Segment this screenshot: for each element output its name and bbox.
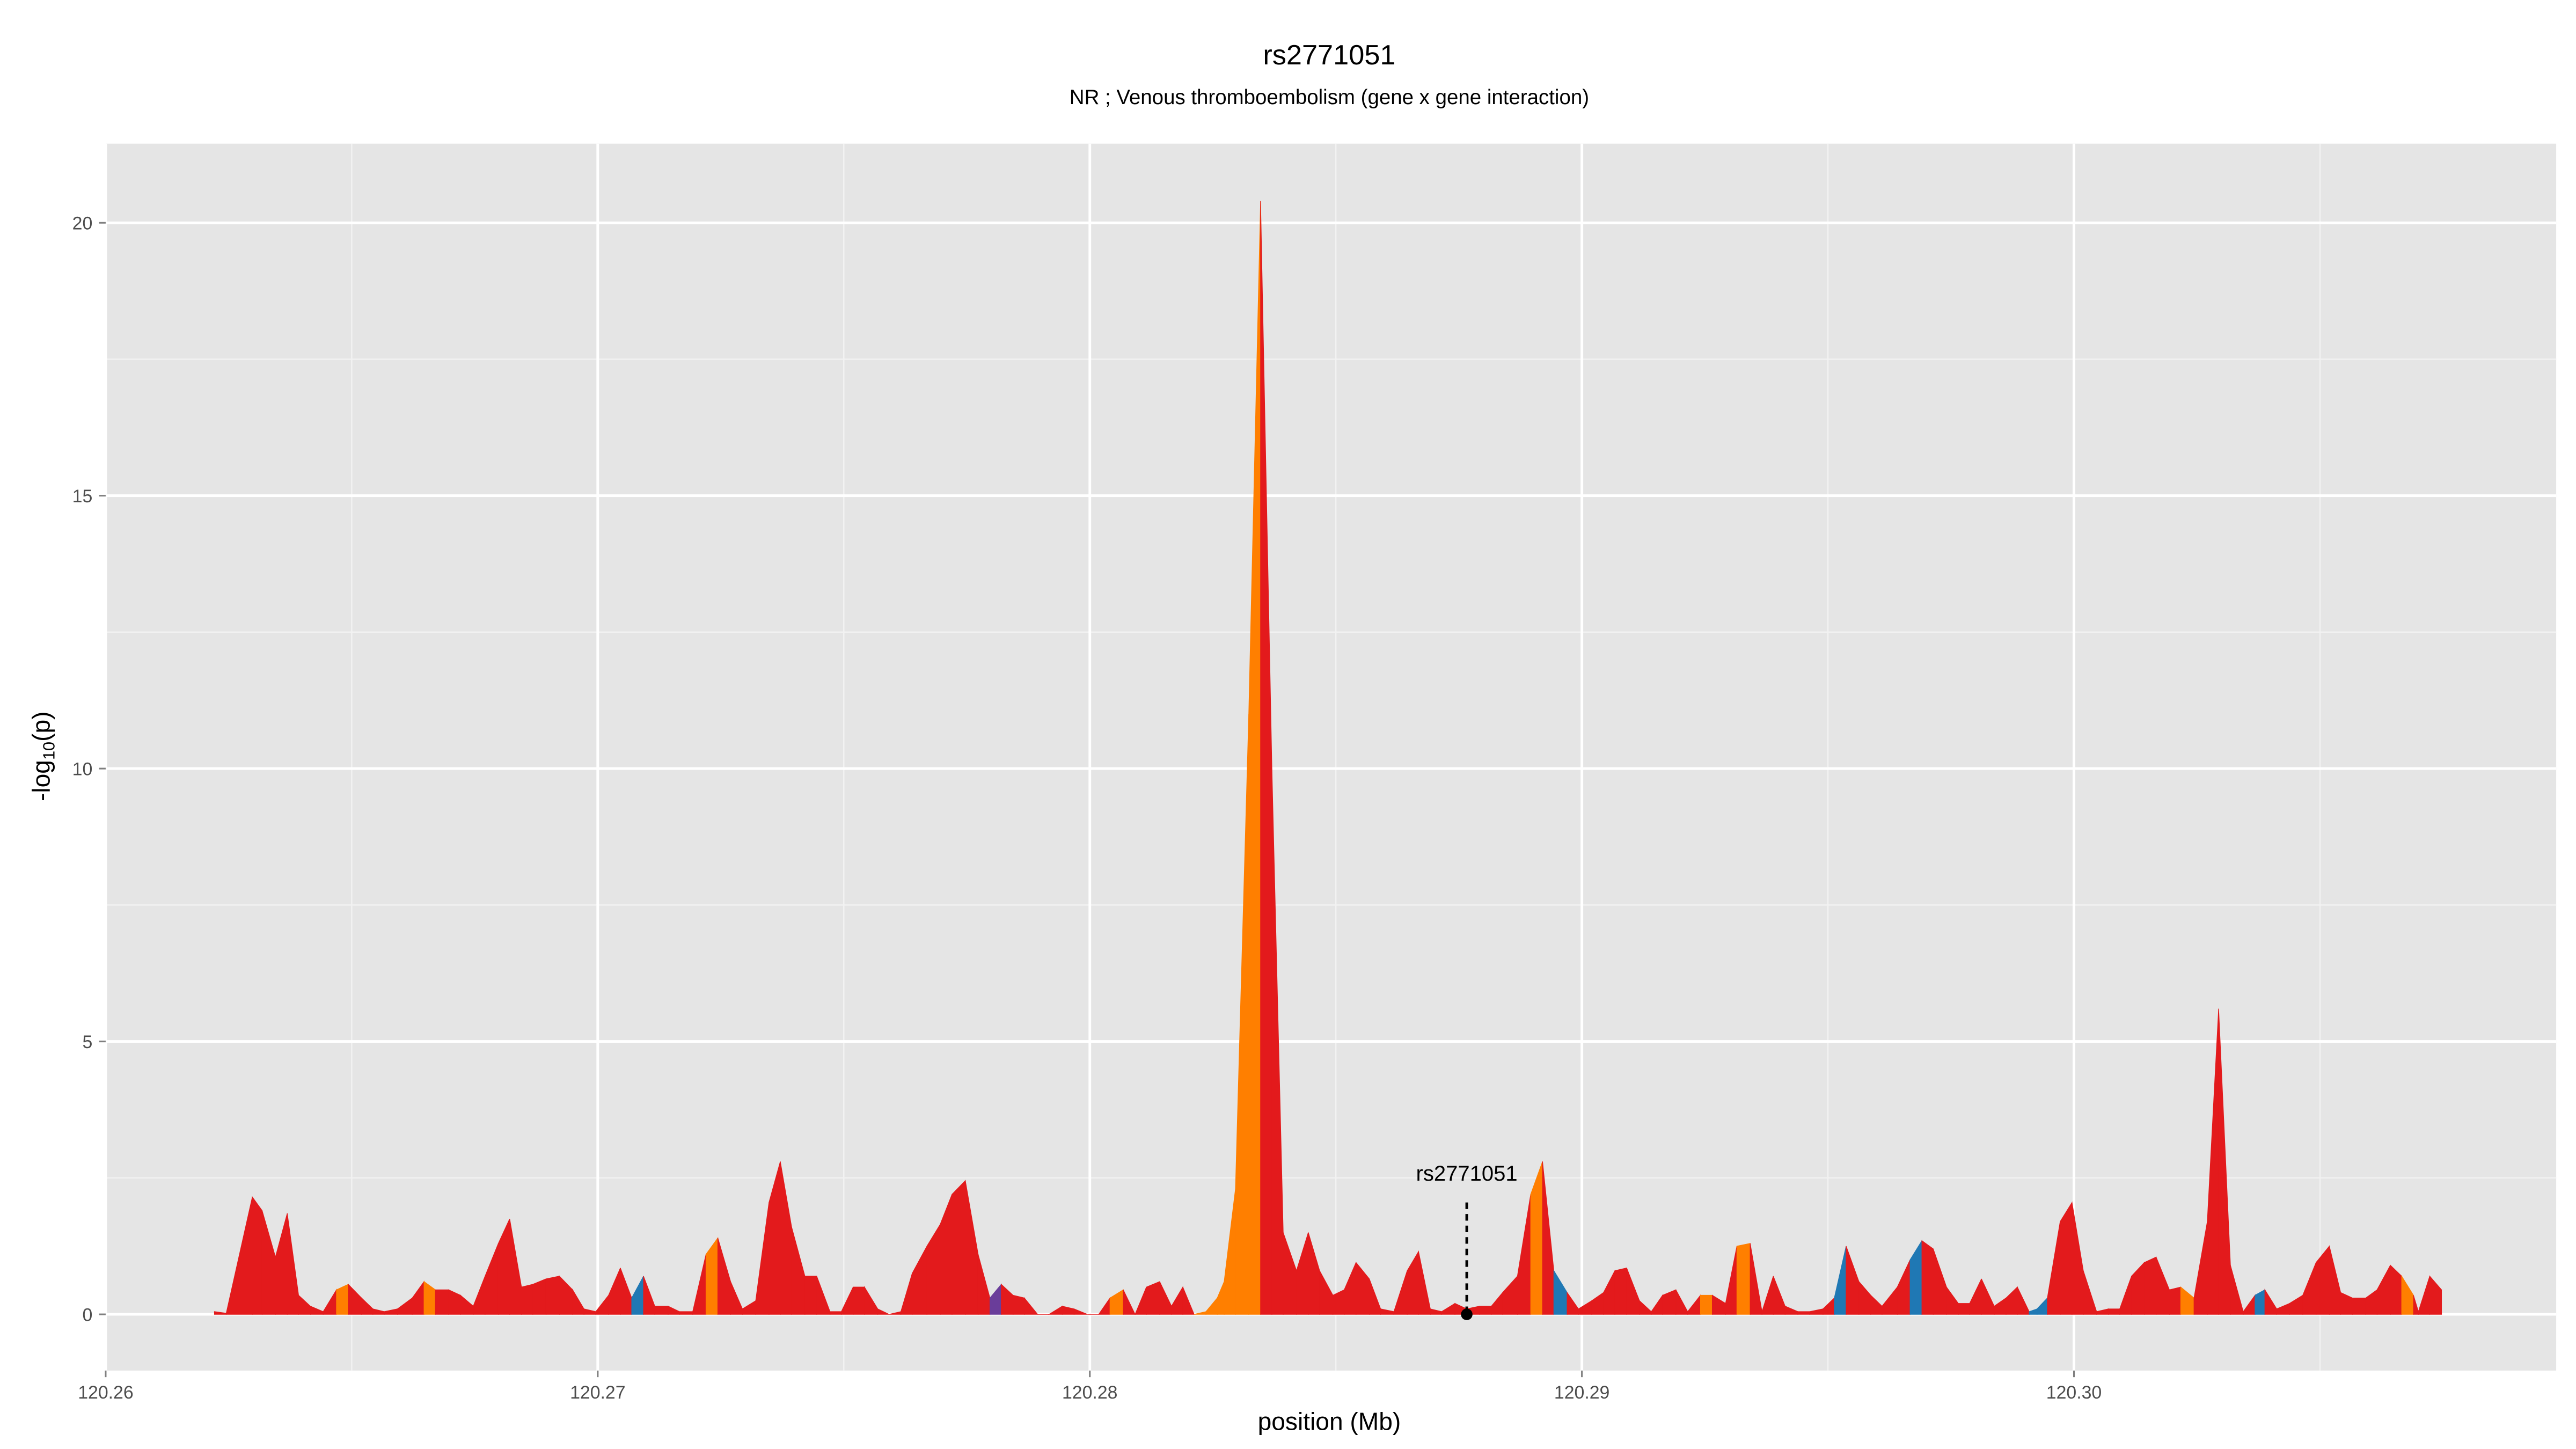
area-segment <box>1921 1240 1934 1315</box>
area-segment <box>1182 1287 1195 1315</box>
area-segment <box>2429 1275 2442 1315</box>
area-segment <box>532 1278 547 1315</box>
area-segment <box>952 1180 966 1315</box>
x-axis-title: position (Mb) <box>1258 1408 1401 1436</box>
chart-subtitle: NR ; Venous thromboembolism (gene x gene… <box>1070 86 1589 109</box>
x-tick-label: 120.27 <box>570 1382 625 1403</box>
y-tick-label: 15 <box>72 486 93 507</box>
area-segment <box>1958 1303 1970 1315</box>
x-tick-label: 120.26 <box>78 1382 133 1403</box>
area-segment <box>853 1286 865 1315</box>
y-axis-title: -log10(p) <box>27 711 58 801</box>
area-segment <box>679 1311 693 1315</box>
y-tick-label: 0 <box>82 1305 92 1325</box>
area-segment <box>1123 1290 1136 1315</box>
area-segment <box>2144 1256 2157 1315</box>
x-tick-label: 120.30 <box>2046 1382 2102 1403</box>
area-segment <box>1024 1297 1038 1315</box>
area-segment <box>1013 1294 1025 1315</box>
y-axis: 0 5 10 15 20 <box>72 213 106 1325</box>
area-segment <box>545 1276 560 1315</box>
area-segment <box>829 1311 842 1315</box>
area-segment <box>252 1196 263 1315</box>
area-segment <box>877 1308 889 1315</box>
area-segment <box>2108 1308 2120 1315</box>
area-segment <box>2352 1297 2366 1315</box>
area-segment <box>1797 1311 1810 1315</box>
area-segment <box>2169 1286 2182 1315</box>
area-segments <box>214 201 2442 1315</box>
area-segment <box>336 1284 349 1315</box>
area-segment <box>1736 1243 1751 1315</box>
snp-annotation: rs2771051 <box>1416 1162 1518 1320</box>
chart-title: rs2771051 <box>1263 40 1395 71</box>
area-segment <box>654 1306 669 1315</box>
index-snp-point[interactable] <box>1461 1308 1473 1320</box>
y-tick-label: 10 <box>72 759 93 779</box>
area-segment <box>2060 1201 2073 1315</box>
area-segment <box>435 1289 449 1315</box>
area-segment <box>1146 1281 1160 1315</box>
plot-panel <box>105 143 2557 1371</box>
area-segment <box>1700 1294 1713 1315</box>
area-segment <box>1479 1306 1492 1315</box>
annotation-label: rs2771051 <box>1416 1162 1518 1185</box>
area-segment <box>804 1276 817 1315</box>
x-axis: 120.26 120.27 120.28 120.29 120.30 <box>78 1370 2102 1403</box>
x-tick-label: 120.29 <box>1554 1382 1609 1403</box>
gridlines <box>104 143 2557 1371</box>
area-segment <box>1073 1308 1088 1315</box>
area-segment <box>521 1284 533 1315</box>
x-tick-label: 120.28 <box>1062 1382 1117 1403</box>
area-segment <box>1614 1267 1627 1315</box>
y-tick-label: 20 <box>72 213 93 233</box>
y-tick-label: 5 <box>82 1032 92 1052</box>
